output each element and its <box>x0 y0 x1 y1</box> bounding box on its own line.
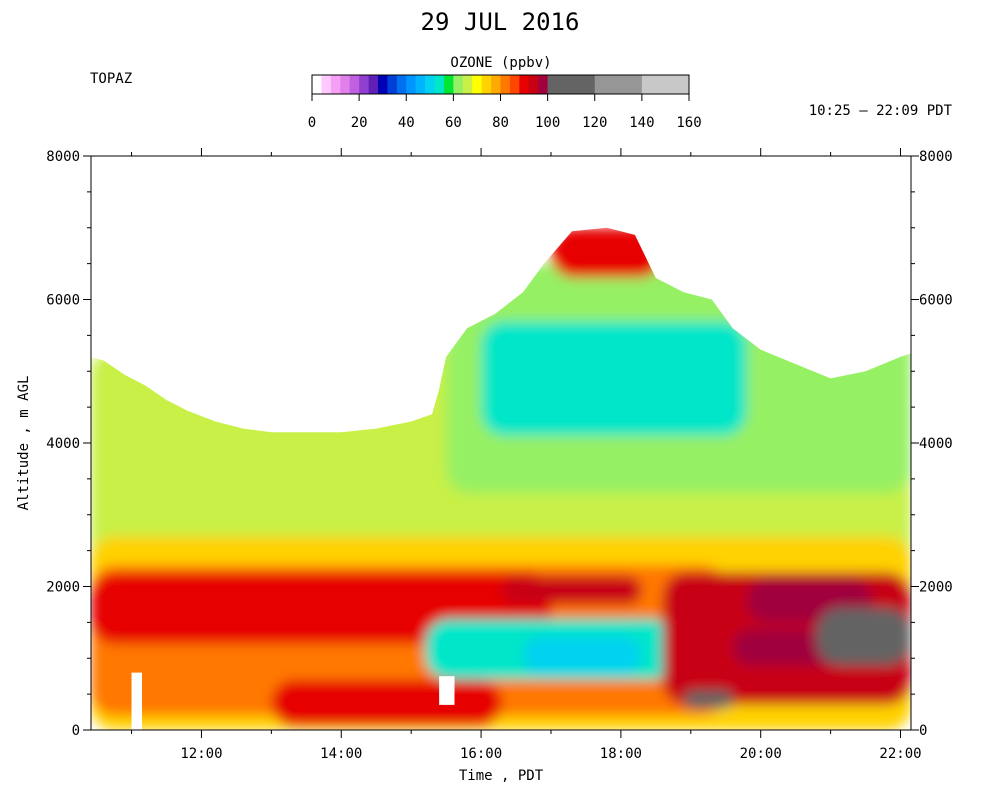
colorbar-bin-16 <box>462 75 473 94</box>
site-label: TOPAZ <box>90 71 132 87</box>
y-tick-label-right-2000: 2000 <box>919 580 953 596</box>
colorbar-bin-7 <box>377 75 388 94</box>
colorbar-bin-17 <box>472 75 482 94</box>
y-tick-label-left-2000: 2000 <box>46 580 80 596</box>
x-axis-label: Time , PDT <box>459 768 544 784</box>
x-tick-label-14: 14:00 <box>320 746 362 762</box>
ozone-region-6 <box>502 575 642 605</box>
x-tick-label-20: 20:00 <box>740 746 782 762</box>
ozone-region-8 <box>523 636 642 673</box>
colorbar-tick-label-140: 140 <box>629 115 654 131</box>
colorbar-tick-label-0: 0 <box>308 115 316 131</box>
y-tick-label-right-8000: 8000 <box>919 149 953 165</box>
colorbar: OZONE (ppbv) 0 20 40 60 80 100 120 140 160 <box>308 55 702 131</box>
colorbar-bin-24 <box>538 75 548 94</box>
y-tick-label-right-4000: 4000 <box>919 436 953 452</box>
colorbar-bin-5 <box>359 75 369 94</box>
colorbar-bin-23 <box>528 75 539 94</box>
colorbar-tick-label-120: 120 <box>582 115 607 131</box>
ozone-region-9 <box>271 679 503 727</box>
colorbar-tick-label-80: 80 <box>492 115 509 131</box>
y-tick-label-left-0: 0 <box>72 723 80 739</box>
colorbar-bin-1 <box>321 75 332 94</box>
colorbar-bin-9 <box>396 75 407 94</box>
colorbar-bin-0 <box>312 75 322 94</box>
colorbar-tick-label-40: 40 <box>398 115 415 131</box>
colorbar-bin-19 <box>491 75 501 94</box>
ozone-region-13 <box>816 608 911 666</box>
x-tick-label-16: 16:00 <box>460 746 502 762</box>
colorbar-tick-label-160: 160 <box>676 115 701 131</box>
y-tick-label-left-6000: 6000 <box>46 293 80 309</box>
colorbar-bin-27 <box>641 75 690 94</box>
colorbar-bin-21 <box>509 75 520 94</box>
no-data-mask <box>91 156 911 433</box>
colorbar-tick-label-20: 20 <box>351 115 368 131</box>
ozone-region-15 <box>550 227 663 278</box>
colorbar-bin-12 <box>425 75 435 94</box>
colorbar-title: OZONE (ppbv) <box>450 55 551 71</box>
colorbar-bin-18 <box>481 75 492 94</box>
y-tick-label-right-0: 0 <box>919 723 927 739</box>
colorbar-bin-25 <box>547 75 596 94</box>
colorbar-bin-2 <box>330 75 341 94</box>
ozone-region-3 <box>481 321 747 436</box>
colorbar-bin-14 <box>443 75 454 94</box>
colorbar-bin-26 <box>594 75 643 94</box>
colorbar-tick-label-60: 60 <box>445 115 462 131</box>
colorbar-bin-11 <box>415 75 426 94</box>
colorbar-tick-label-100: 100 <box>535 115 560 131</box>
colorbar-bin-4 <box>349 75 360 94</box>
colorbar-bin-8 <box>387 75 398 94</box>
x-tick-label-22: 22:00 <box>879 746 921 762</box>
colorbar-bin-15 <box>453 75 464 94</box>
y-tick-label-left-8000: 8000 <box>46 149 80 165</box>
time-range-label: 10:25 – 22:09 PDT <box>809 103 953 119</box>
colorbar-bin-13 <box>434 75 445 94</box>
missing-data-gap-17 <box>439 676 455 705</box>
colorbar-bin-3 <box>340 75 350 94</box>
colorbar-bin-10 <box>406 75 416 94</box>
plot-area: 12:00 14:00 16:00 18:00 20:00 22:00 0 0 2000 2000… <box>46 148 953 762</box>
chart-title: 29 JUL 2016 <box>421 8 580 36</box>
x-tick-label-18: 18:00 <box>600 746 642 762</box>
missing-data-gap-16 <box>131 672 143 730</box>
colorbar-bin-22 <box>519 75 530 94</box>
y-axis-label: Altitude , m AGL <box>16 376 32 511</box>
ozone-region-14 <box>683 690 733 709</box>
x-tick-label-12: 12:00 <box>180 746 222 762</box>
y-tick-label-left-4000: 4000 <box>46 436 80 452</box>
colorbar-bin-20 <box>500 75 511 94</box>
y-tick-label-right-6000: 6000 <box>919 293 953 309</box>
colorbar-bin-6 <box>368 75 379 94</box>
